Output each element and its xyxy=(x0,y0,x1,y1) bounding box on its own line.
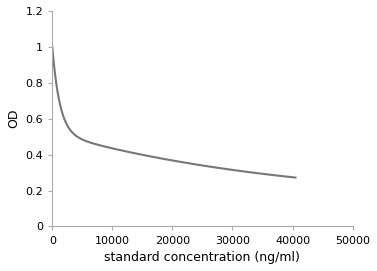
X-axis label: standard concentration (ng/ml): standard concentration (ng/ml) xyxy=(104,251,300,264)
Y-axis label: OD: OD xyxy=(7,109,20,128)
